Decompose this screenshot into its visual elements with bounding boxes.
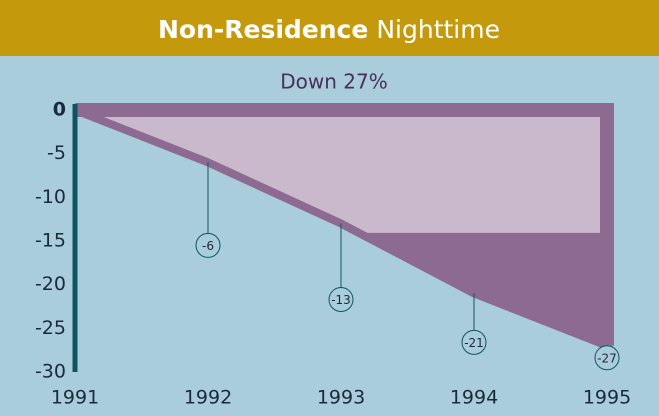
y-tick-label: -30: [35, 361, 66, 383]
y-tick-label: -15: [35, 230, 66, 252]
value-label: -6: [202, 239, 214, 253]
line: [73, 106, 609, 350]
y-tick-label: -20: [35, 273, 66, 295]
title-rest: Nighttime: [376, 15, 500, 44]
value-label: -27: [597, 351, 617, 365]
chart-title: Non-Residence Nighttime: [158, 15, 500, 44]
x-tick-label: 1992: [184, 387, 232, 409]
x-tick-label: 1991: [51, 387, 99, 409]
subtitle: Down 27%: [280, 70, 387, 94]
title-bold: Non-Residence: [158, 15, 368, 44]
x-tick-label: 1994: [450, 387, 498, 409]
title-bar: [0, 0, 659, 56]
label-bubble: [328, 287, 354, 313]
x-tick-label: 1993: [317, 387, 365, 409]
y-tick-label: -25: [35, 317, 66, 339]
x-tick-label: 1995: [583, 387, 631, 409]
y-tick-label: -5: [47, 142, 66, 164]
frame: [75, 103, 614, 346]
value-label: -21: [464, 336, 484, 350]
label-bubble: [461, 329, 487, 355]
y-tick-label: -10: [35, 186, 66, 208]
y-tick-label: 0: [53, 99, 66, 121]
label-bubble: [594, 345, 620, 371]
label-bubble: [195, 232, 221, 258]
value-label: -13: [331, 293, 351, 307]
